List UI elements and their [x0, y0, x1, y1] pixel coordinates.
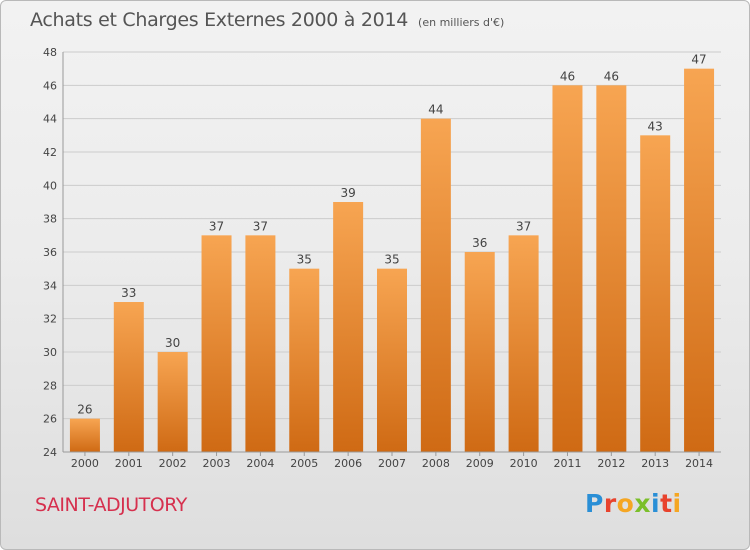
- value-label-2007: 35: [384, 253, 399, 267]
- bar-2008: [420, 118, 451, 453]
- x-tick-label-2007: 2007: [378, 457, 406, 470]
- value-label-2013: 43: [648, 119, 663, 133]
- logo-letter: t: [660, 489, 673, 518]
- y-tick-label: 30: [43, 346, 57, 359]
- value-label-2012: 46: [604, 69, 619, 83]
- bar-2012: [596, 85, 627, 452]
- x-tick-label-2009: 2009: [466, 457, 494, 470]
- logo-letter: i: [651, 489, 661, 518]
- logo-letter: P: [585, 489, 604, 518]
- y-tick-label: 34: [43, 279, 57, 292]
- x-tick-label-2008: 2008: [422, 457, 450, 470]
- x-tick-label-2006: 2006: [334, 457, 362, 470]
- bar-2013: [640, 135, 671, 453]
- value-label-2000: 26: [77, 403, 92, 417]
- x-tick-label-2000: 2000: [71, 457, 99, 470]
- bar-2009: [464, 252, 495, 452]
- y-tick-label: 36: [43, 246, 57, 259]
- bar-2004: [245, 235, 276, 452]
- bar-2007: [377, 268, 407, 452]
- value-label-2008: 44: [428, 103, 443, 117]
- value-label-2011: 46: [560, 69, 575, 83]
- x-tick-label-2013: 2013: [641, 457, 669, 470]
- value-label-2009: 36: [472, 236, 487, 250]
- value-label-2010: 37: [516, 219, 531, 233]
- place-name: SAINT-ADJUTORY: [35, 494, 187, 516]
- logo-letter: r: [603, 489, 617, 518]
- bars: 26 33 30 37 37 35 39 35 44 36 37 46 46 43 47: [69, 53, 715, 453]
- x-tick-label-2012: 2012: [597, 457, 625, 470]
- bar-2003: [201, 235, 232, 452]
- logo-letter: i: [672, 489, 682, 518]
- value-label-2002: 30: [165, 336, 180, 350]
- x-tick-label-2005: 2005: [290, 457, 318, 470]
- logo-letter: o: [616, 489, 635, 518]
- x-tick-label-2001: 2001: [115, 457, 143, 470]
- x-tick-label-2003: 2003: [203, 457, 231, 470]
- y-tick-label: 44: [43, 113, 57, 126]
- y-tick-label: 38: [43, 213, 57, 226]
- proxiti-logo: Proxiti: [585, 489, 682, 518]
- value-label-2005: 35: [297, 253, 312, 267]
- bar-2000: [69, 418, 100, 452]
- bar-2001: [113, 302, 144, 452]
- value-label-2006: 39: [340, 186, 355, 200]
- x-tick-label-2014: 2014: [685, 457, 713, 470]
- y-tick-label: 24: [43, 446, 57, 459]
- chart-title: Achats et Charges Externes 2000 à 2014 (e…: [30, 9, 504, 31]
- x-tick-label-2004: 2004: [246, 457, 274, 470]
- y-tick-label: 48: [43, 46, 57, 59]
- y-tick-label: 26: [43, 413, 57, 426]
- bar-2011: [552, 85, 583, 452]
- axes: 24 26 28 30 32 34 36 38 40 42 44 46 48 2000 2001 2002 20…: [43, 46, 721, 470]
- value-label-2004: 37: [253, 219, 268, 233]
- chart-title-text: Achats et Charges Externes 2000 à 2014: [30, 9, 409, 31]
- value-label-2001: 33: [121, 286, 136, 300]
- value-label-2003: 37: [209, 219, 224, 233]
- x-tick-label-2010: 2010: [510, 457, 538, 470]
- bar-2014: [684, 68, 715, 453]
- y-tick-label: 32: [43, 313, 57, 326]
- chart-unit: (en milliers d'€): [418, 16, 505, 29]
- logo-letter: x: [634, 489, 651, 518]
- y-tick-label: 42: [43, 146, 57, 159]
- bar-2006: [333, 202, 364, 452]
- y-tick-label: 46: [43, 79, 57, 92]
- y-tick-label: 40: [43, 179, 57, 192]
- x-tick-label-2002: 2002: [159, 457, 187, 470]
- bar-2002: [157, 352, 188, 452]
- value-label-2014: 47: [691, 53, 706, 67]
- bar-2010: [508, 235, 539, 452]
- bar-2005: [289, 268, 320, 452]
- x-tick-label-2011: 2011: [553, 457, 581, 470]
- y-tick-label: 28: [43, 379, 57, 392]
